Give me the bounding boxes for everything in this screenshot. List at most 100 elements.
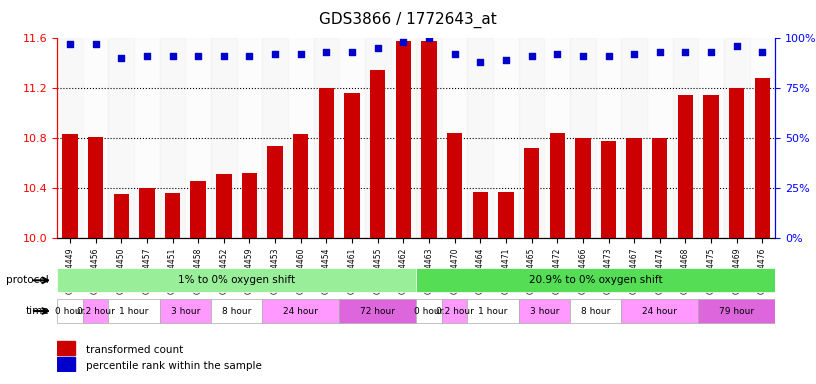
Bar [57,357,75,371]
Point [576,53,589,60]
Point [704,49,717,55]
Bar [62,134,78,238]
Bar [544,38,570,238]
Text: 0 hour: 0 hour [415,306,444,316]
Bar [319,88,334,238]
Bar [703,94,719,238]
Point [551,51,564,58]
Point [525,53,538,60]
FancyBboxPatch shape [519,299,570,323]
Bar [678,94,693,238]
Point [397,39,410,45]
Point [730,43,743,50]
FancyBboxPatch shape [339,299,416,323]
Text: 3 hour: 3 hour [530,306,559,316]
FancyBboxPatch shape [109,299,160,323]
Point [115,55,128,61]
Point [320,49,333,55]
Bar [134,38,160,238]
Text: 8 hour: 8 hour [222,306,251,316]
FancyBboxPatch shape [57,299,82,323]
Bar [185,38,211,238]
Bar [165,193,180,238]
Point [217,53,230,60]
Point [628,51,641,58]
Text: transformed count: transformed count [86,345,183,355]
Bar [575,138,591,238]
Bar [621,38,647,238]
Bar [755,78,770,238]
FancyBboxPatch shape [416,268,775,293]
Point [243,53,256,60]
Point [654,49,667,55]
Point [345,49,358,55]
Bar [57,38,82,238]
Text: 0.2 hour: 0.2 hour [436,306,473,316]
Text: 79 hour: 79 hour [719,306,754,316]
Bar [750,38,775,238]
Bar [365,38,391,238]
Bar [211,38,237,238]
Point [474,59,487,65]
Bar [339,38,365,238]
Bar [524,148,539,238]
Point [140,53,153,60]
Point [192,53,205,60]
Bar [82,38,109,238]
Bar [190,180,206,238]
Bar [596,38,621,238]
FancyBboxPatch shape [211,299,262,323]
Point [679,49,692,55]
Bar [370,70,385,238]
Bar [262,38,288,238]
Bar [293,134,308,238]
Text: 0.2 hour: 0.2 hour [77,306,114,316]
Text: 1% to 0% oxygen shift: 1% to 0% oxygen shift [178,275,295,285]
Text: time: time [25,306,49,316]
Bar [421,41,437,238]
Point [499,57,512,63]
FancyBboxPatch shape [57,268,416,293]
Bar [160,38,185,238]
Bar [416,38,441,238]
Text: 3 hour: 3 hour [171,306,200,316]
Point [295,51,308,58]
Text: 8 hour: 8 hour [581,306,610,316]
Bar [447,133,463,238]
Bar [672,38,698,238]
Bar [698,38,724,238]
Text: 24 hour: 24 hour [642,306,677,316]
Bar [570,38,596,238]
Text: 1 hour: 1 hour [478,306,508,316]
Point [371,45,384,51]
Bar [313,38,339,238]
FancyBboxPatch shape [441,299,468,323]
Bar [652,138,667,238]
Bar [647,38,672,238]
Text: 1 hour: 1 hour [119,306,149,316]
Text: 0 hour: 0 hour [55,306,85,316]
Bar [113,194,129,238]
FancyBboxPatch shape [698,299,775,323]
Bar [242,173,257,238]
Bar [344,93,360,238]
Bar [472,192,488,238]
Bar [288,38,313,238]
Bar [57,341,75,355]
FancyBboxPatch shape [416,299,441,323]
Bar [216,174,232,238]
FancyBboxPatch shape [82,299,109,323]
Bar [499,192,513,238]
FancyBboxPatch shape [570,299,621,323]
Bar [468,38,493,238]
Bar [140,188,154,238]
Bar [601,141,616,238]
Point [64,41,77,48]
Point [89,41,102,48]
Text: percentile rank within the sample: percentile rank within the sample [86,361,262,371]
Text: 24 hour: 24 hour [283,306,318,316]
Point [268,51,282,58]
Point [423,35,436,41]
Bar [627,138,642,238]
Text: GDS3866 / 1772643_at: GDS3866 / 1772643_at [319,12,497,28]
